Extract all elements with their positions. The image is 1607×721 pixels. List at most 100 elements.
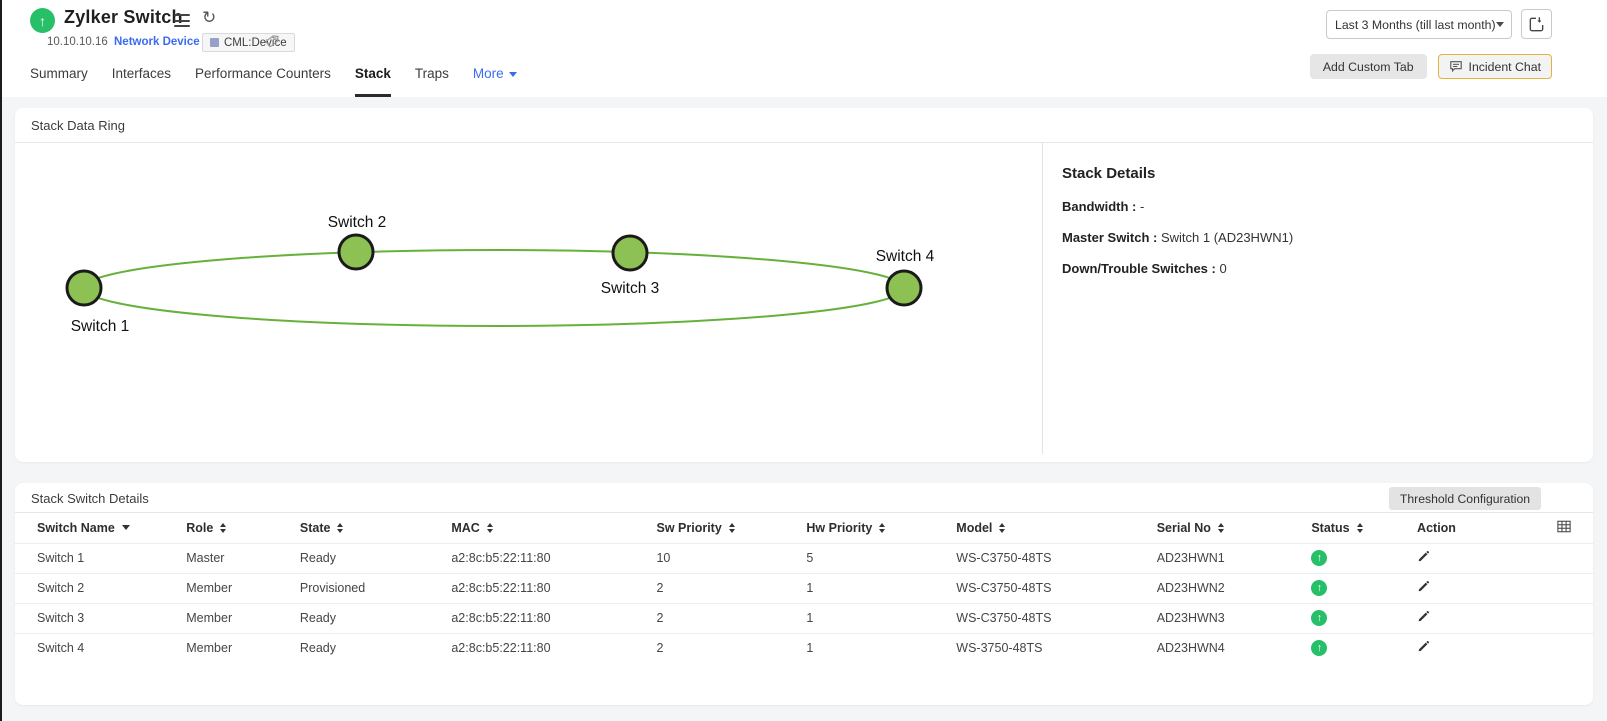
stack-switch-details-card: Stack Switch Details Threshold Configura… [15,483,1593,705]
ring-node-switch-4[interactable] [885,269,923,307]
cell-status: ↑ [1307,632,1414,663]
cell-sw_priority: 2 [652,602,803,633]
table-row-switch-3: Switch 3 Member Ready a2:8c:b5:22:11:80 2 1 WS… [15,602,1593,633]
column-header-mac[interactable]: MAC [447,513,652,543]
cell-serial: AD23HWN1 [1152,542,1308,573]
add-custom-tab-button[interactable]: Add Custom Tab [1309,54,1427,79]
cell-hw_priority: 1 [802,632,953,663]
column-label: Hw Priority [806,520,873,535]
edit-pencil-icon[interactable] [1417,550,1430,563]
tab-more[interactable]: More [473,54,517,97]
edit-pencil-icon[interactable] [1417,580,1430,593]
cell-status: ↑ [1307,602,1414,633]
cell-hw_priority: 5 [802,542,953,573]
sort-icon [220,522,227,533]
cell-model: WS-C3750-48TS [952,602,1153,633]
ring-node-label: Switch 1 [71,318,130,335]
stack-detail-down-trouble-switches: Down/Trouble Switches : 0 [1062,261,1569,276]
device-ip: 10.10.10.16 [47,36,108,48]
column-header-action: Action [1413,513,1512,543]
cell-state: Ready [295,542,448,573]
sort-icon [337,522,344,533]
column-label: Status [1311,520,1350,535]
ring-node-switch-3[interactable] [611,234,649,272]
cell-state: Ready [295,632,448,663]
field-value: Switch 1 (AD23HWN1) [1160,230,1294,245]
cell-action [1413,602,1513,633]
tag-chip[interactable]: CML:Device [202,33,295,52]
column-label: Action [1417,520,1456,535]
column-header-hw-priority[interactable]: Hw Priority [802,513,952,543]
tab-label: Interfaces [111,65,172,81]
column-header-serial-no[interactable]: Serial No [1153,513,1308,543]
ring-node-switch-1[interactable] [65,269,103,307]
cell-role: Member [182,602,296,633]
stack-switch-table: Switch Name Role State MAC Sw Priority Hw Pri… [15,513,1593,663]
cell-sw_priority: 10 [652,542,803,573]
column-header-model[interactable]: Model [952,513,1152,543]
device-header: ↑ Zylker Switch ↻ 10.10.10.16 Network De… [2,0,1607,97]
column-header-status[interactable]: Status [1307,513,1413,543]
table-row-switch-1: Switch 1 Master Ready a2:8c:b5:22:11:80 10 5 W… [15,542,1593,573]
ring-node-label: Switch 4 [876,248,935,265]
incident-chat-button[interactable]: Incident Chat [1437,54,1552,79]
threshold-configuration-button[interactable]: Threshold Configuration [1388,487,1541,510]
tab-stack[interactable]: Stack [354,54,391,97]
stack-detail-master-switch: Master Switch : Switch 1 (AD23HWN1) [1062,230,1569,245]
incident-chat-label: Incident Chat [1468,59,1541,74]
cell-action [1413,632,1513,663]
chevron-down-icon [508,71,517,77]
stack-details-fields: Bandwidth : - Master Switch : Switch 1 (A… [1062,199,1569,276]
status-up-icon: ↑ [1311,610,1328,626]
cell-hw_priority: 1 [802,572,953,603]
stack-data-ring-card: Stack Data Ring Switch 1 Switch 2 Switch 3… [15,108,1593,462]
cell-mac: a2:8c:b5:22:11:80 [447,542,653,573]
device-meta: 10.10.10.16 Network Device CML:Device [2,33,1607,55]
popout-window-button[interactable] [1521,9,1552,39]
sort-icon [1356,522,1363,533]
cell-serial: AD23HWN4 [1152,632,1308,663]
cell-role: Master [182,542,296,573]
chevron-down-icon [1496,22,1504,27]
edit-pencil-icon[interactable] [1417,610,1430,623]
edit-pencil-icon[interactable] [1417,640,1430,653]
tab-interfaces[interactable]: Interfaces [112,54,171,97]
tab-summary[interactable]: Summary [30,54,88,97]
device-type-link[interactable]: Network Device [114,36,200,48]
tab-actions: Add Custom Tab Incident Chat [1309,54,1552,79]
column-label: MAC [451,520,480,535]
tab-performance-counters[interactable]: Performance Counters [195,54,331,97]
tag-icon[interactable] [263,33,281,55]
tab-label: More [472,65,504,81]
sort-icon [879,522,886,533]
refresh-icon[interactable]: ↻ [202,8,217,27]
field-label: Down/Trouble Switches : [1062,261,1220,276]
cell-mac: a2:8c:b5:22:11:80 [447,602,653,633]
column-label: Sw Priority [656,520,722,535]
cell-name: Switch 2 [15,572,183,603]
column-header-state[interactable]: State [296,513,447,543]
cell-status: ↑ [1307,572,1414,603]
column-label: Role [186,520,214,535]
column-header-switch-name[interactable]: Switch Name [15,513,182,543]
table-row-switch-2: Switch 2 Member Provisioned a2:8c:b5:22:11:… [15,572,1593,603]
cell-model: WS-3750-48TS [952,632,1153,663]
popout-window-icon [1529,16,1544,31]
field-label: Bandwidth : [1062,199,1140,214]
column-label: Model [956,520,993,535]
column-header-role[interactable]: Role [182,513,296,543]
menu-icon[interactable] [174,14,190,27]
cell-action [1413,572,1513,603]
ring-node-label: Switch 2 [328,214,387,231]
ring-node-switch-2[interactable] [337,233,375,271]
table-card-header: Stack Switch Details Threshold Configura… [15,483,1593,513]
tab-traps[interactable]: Traps [415,54,449,97]
column-label: State [299,520,331,535]
stack-details-panel: Stack Details Bandwidth : - Master Switch… [1062,165,1569,292]
column-header-sw-priority[interactable]: Sw Priority [652,513,802,543]
sort-icon [1217,522,1224,533]
column-chooser-icon[interactable] [1512,513,1593,543]
cell-sw_priority: 2 [652,632,803,663]
column-label: Serial No [1156,520,1211,535]
period-selector[interactable]: Last 3 Months (till last month) [1326,10,1512,39]
